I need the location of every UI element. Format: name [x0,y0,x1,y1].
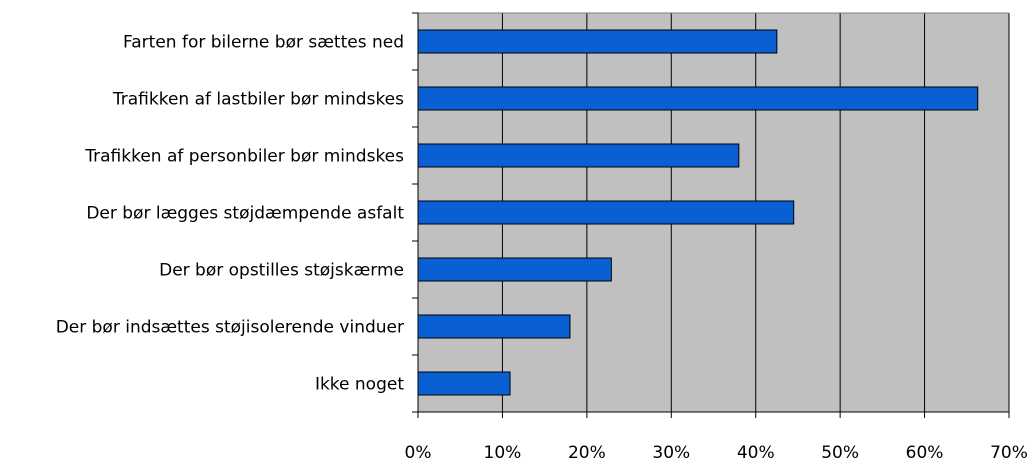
category-label: Trafikken af lastbiler bør mindskes [112,90,404,110]
bar [417,86,979,111]
category-label: Trafikken af personbiler bør mindskes [84,147,404,167]
x-tick-label: 60% [906,443,944,463]
bar [417,29,778,54]
x-tick-label: 30% [652,443,690,463]
x-tick-label: 40% [737,443,775,463]
x-tick-label: 10% [484,443,522,463]
bar [417,314,571,339]
bar [417,200,795,225]
x-tick-label: 70% [990,443,1028,463]
category-label: Der bør opstilles støjskærme [159,261,404,281]
x-tick-label: 20% [568,443,606,463]
x-tick-label: 50% [821,443,859,463]
category-label: Der bør lægges støjdæmpende asfalt [86,204,404,224]
x-tick-label: 0% [405,443,432,463]
bar [417,143,740,168]
bar [417,257,612,282]
category-label: Der bør indsættes støjisolerende vinduer [56,318,404,338]
bar [417,371,511,396]
category-label: Farten for bilerne bør sættes ned [123,33,404,53]
category-label: Ikke noget [315,375,404,395]
